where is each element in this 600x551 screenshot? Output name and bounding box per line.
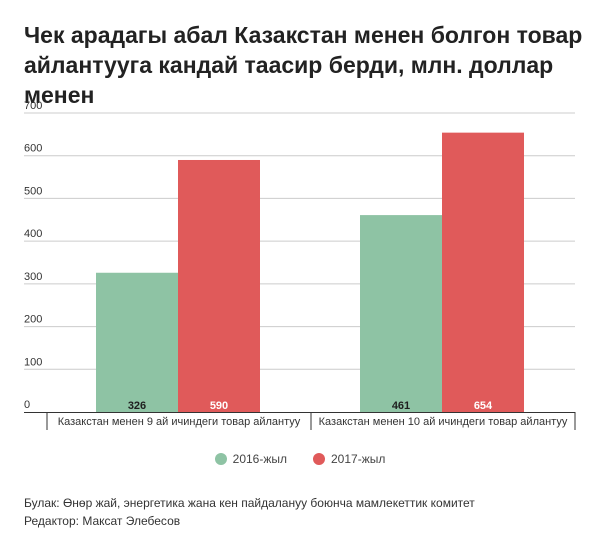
x-tick-label-0: Казакстан менен 9 ай ичиндеги товар айла…	[58, 416, 301, 428]
legend-swatch-2017	[313, 453, 325, 465]
y-tick-label-100: 100	[24, 356, 42, 368]
legend-item-2016[interactable]: 2016-жыл	[214, 452, 287, 466]
y-axis-ticks: 0 100 200 300 400 500 600 700	[24, 100, 42, 411]
bar-value-label-1-1: 654	[474, 400, 493, 412]
y-tick-label-300: 300	[24, 271, 42, 283]
bar-0-0	[96, 272, 178, 412]
legend: 2016-жыл 2017-жыл	[0, 452, 600, 466]
bar-1-0	[360, 215, 442, 412]
x-tick-label-1: Казакстан менен 10 ай ичиндеги товар айл…	[319, 416, 568, 428]
legend-swatch-2016	[214, 453, 227, 465]
footer: Булак: Өнөр жай, энергетика жана кен пай…	[24, 494, 475, 530]
bar-0-1	[178, 159, 260, 412]
y-tick-label-200: 200	[24, 314, 42, 326]
y-tick-label-700: 700	[24, 100, 42, 112]
bar-1-1	[442, 132, 524, 413]
chart-title: Чек арадагы абал Казакстан менен болгон …	[24, 22, 583, 108]
bar-chart: 0 100 200 300 400 500 600 700 326 590 461 654 Каза…	[24, 100, 576, 430]
y-tick-label-600: 600	[24, 143, 42, 155]
legend-label-2017: 2017-жыл	[331, 452, 386, 466]
bars	[96, 132, 524, 413]
editor-note: Редактор: Максат Элебесов	[24, 514, 181, 528]
source-note: Булак: Өнөр жай, энергетика жана кен пай…	[24, 496, 475, 510]
bar-value-label-0-0: 326	[128, 400, 146, 412]
bar-value-labels: 326 590 461 654	[128, 400, 493, 412]
legend-label-2016: 2016-жыл	[232, 452, 287, 466]
x-axis: Казакстан менен 9 ай ичиндеги товар айла…	[24, 412, 576, 430]
y-tick-label-500: 500	[24, 185, 42, 197]
bar-value-label-0-1: 590	[210, 400, 228, 412]
bar-value-label-1-0: 461	[392, 400, 410, 412]
y-tick-label-0: 0	[24, 399, 30, 411]
y-tick-label-400: 400	[24, 228, 42, 240]
legend-item-2017[interactable]: 2017-жыл	[313, 452, 385, 466]
